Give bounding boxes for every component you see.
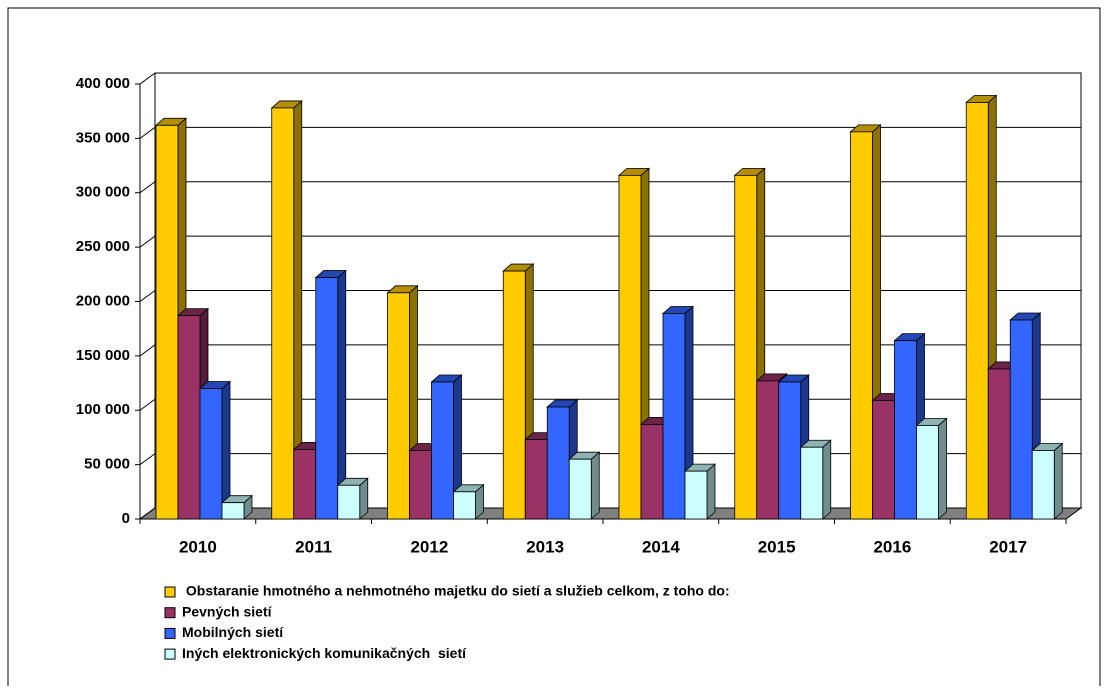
bar — [502, 270, 526, 520]
bar — [524, 439, 548, 520]
legend-label: Mobilných sietí — [182, 624, 284, 640]
bar — [315, 277, 339, 520]
bar — [568, 458, 592, 520]
y-tick-label: 50 000 — [84, 456, 130, 473]
grid-line-side — [139, 344, 156, 357]
bar — [640, 423, 664, 520]
bar — [734, 174, 758, 520]
legend-swatch — [164, 648, 176, 660]
y-tick-label: 350 000 — [76, 129, 130, 146]
grid-line-side — [139, 398, 156, 411]
bar — [684, 470, 708, 520]
bar — [155, 124, 179, 520]
grid-line-side — [139, 290, 156, 302]
y-tick-label: 150 000 — [76, 347, 130, 364]
y-tick-label: 400 000 — [76, 75, 130, 92]
legend-swatch — [164, 586, 176, 598]
bar — [965, 102, 989, 520]
x-tick-label: 2012 — [410, 537, 448, 556]
x-tick-label: 2015 — [758, 537, 796, 556]
bar-side — [706, 463, 716, 520]
bar — [293, 448, 317, 520]
legend-swatch — [164, 607, 176, 619]
bar — [756, 380, 780, 520]
bar — [916, 425, 939, 520]
legend-swatch — [164, 627, 176, 639]
x-tick-label: 2010 — [179, 537, 217, 556]
grid-line-side — [139, 235, 156, 248]
legend-label: Obstaranie hmotného a nehmotného majetku… — [182, 583, 730, 599]
bar — [778, 381, 802, 520]
x-tick-label: 2013 — [526, 537, 564, 556]
y-tick-label: 250 000 — [76, 238, 130, 255]
bar — [987, 368, 1011, 520]
grid-line-side — [139, 453, 156, 466]
x-tick-label: 2011 — [295, 537, 332, 556]
bar — [546, 406, 570, 520]
bar — [850, 131, 873, 520]
bar — [662, 313, 686, 520]
bar — [431, 381, 454, 520]
bar — [1009, 319, 1033, 520]
bar — [271, 107, 295, 520]
bar — [894, 340, 917, 520]
bar — [177, 315, 201, 520]
x-tick-label: 2014 — [642, 537, 680, 556]
bar — [872, 400, 895, 520]
y-tick-label: 100 000 — [76, 401, 130, 418]
y-tick-label: 0 — [122, 510, 130, 527]
grid-line-side — [139, 181, 156, 194]
bar — [199, 388, 223, 520]
bar-side — [590, 451, 600, 520]
bar-side — [1053, 442, 1063, 520]
grid-line-side — [139, 507, 156, 520]
bar-side — [822, 439, 832, 520]
grid-line-side — [139, 126, 156, 139]
legend-label: Iných elektronických komunikačných sietí — [182, 645, 467, 661]
bar — [618, 174, 642, 520]
bar — [1031, 450, 1055, 520]
bar — [800, 446, 824, 520]
bar — [453, 491, 476, 520]
bar — [409, 450, 432, 520]
grid-line-side — [139, 72, 156, 85]
y-tick-label: 300 000 — [76, 184, 130, 201]
legend-label: Pevných sietí — [182, 603, 273, 619]
bar — [387, 292, 410, 520]
x-tick-label: 2016 — [873, 537, 911, 556]
bar — [337, 484, 361, 520]
bar-side — [938, 417, 947, 520]
x-tick-label: 2017 — [989, 537, 1027, 556]
y-tick-label: 200 000 — [76, 292, 130, 309]
bar — [221, 502, 245, 520]
